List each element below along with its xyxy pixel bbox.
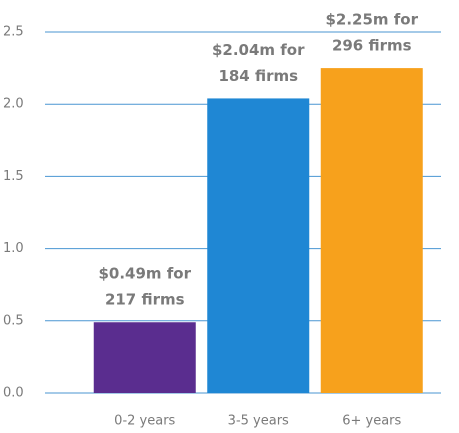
y-tick-label: 1.0 xyxy=(3,241,24,256)
bar xyxy=(320,68,423,393)
x-tick-label: 6+ years xyxy=(342,414,401,429)
x-tick-label: 3-5 years xyxy=(228,414,289,429)
value-label: $2.04m for xyxy=(212,41,305,59)
y-tick-label: 1.5 xyxy=(3,169,24,184)
y-tick-label: 2.5 xyxy=(3,25,24,40)
value-label: 296 firms xyxy=(332,37,412,55)
value-label: $2.25m for xyxy=(325,11,418,29)
y-tick-label: 2.0 xyxy=(3,97,24,112)
y-tick-label: 0.0 xyxy=(3,386,24,401)
value-label: 217 firms xyxy=(105,291,185,309)
value-label: $0.49m for xyxy=(98,265,191,283)
value-label: 184 firms xyxy=(218,67,298,85)
bar xyxy=(93,322,196,393)
y-tick-label: 0.5 xyxy=(3,313,24,328)
bar xyxy=(207,98,310,393)
x-tick-label: 0-2 years xyxy=(114,414,175,429)
